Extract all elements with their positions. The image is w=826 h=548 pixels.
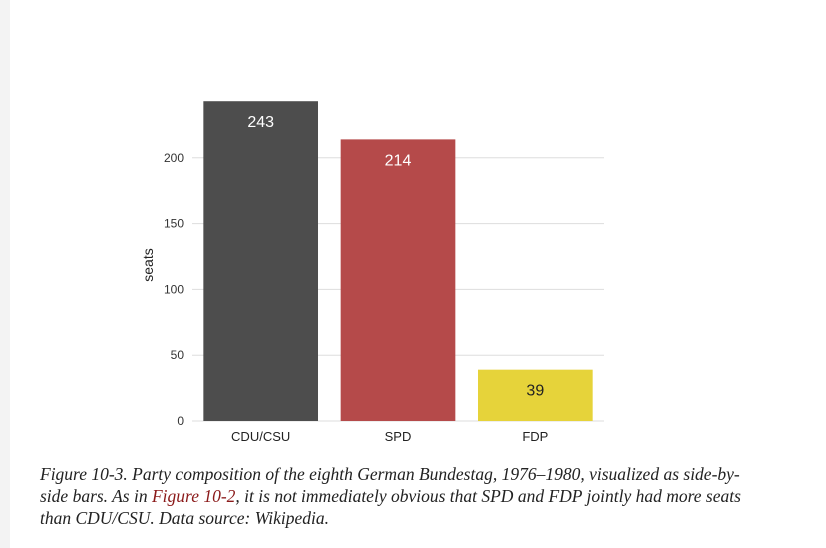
y-axis-ticks: 0 50 100 150 200 bbox=[164, 151, 184, 428]
y-tick-label: 50 bbox=[171, 348, 185, 362]
y-tick-label: 0 bbox=[177, 414, 184, 428]
bar-value-label: 214 bbox=[385, 152, 412, 169]
figure-caption: Figure 10-3. Party composition of the ei… bbox=[40, 463, 760, 529]
bar-cducsu bbox=[203, 101, 319, 421]
y-tick-label: 200 bbox=[164, 151, 184, 165]
y-tick-label: 100 bbox=[164, 282, 184, 296]
caption-text-1: Figure 10-3. Party composition of the ei… bbox=[40, 464, 740, 506]
x-axis-labels: CDU/CSU SPD FDP bbox=[231, 429, 548, 444]
bar-chart: 0 50 100 150 200 243 214 39 CDU/CSU SPD FDP seat… bbox=[140, 101, 604, 444]
x-category-label: SPD bbox=[385, 429, 412, 444]
bar-spd bbox=[340, 139, 456, 421]
x-category-label: FDP bbox=[522, 429, 548, 444]
bar-fdp bbox=[477, 369, 593, 421]
bars: 243 214 39 bbox=[203, 101, 593, 421]
figure-link[interactable]: Figure 10-2 bbox=[151, 486, 236, 506]
bar-value-label: 39 bbox=[526, 383, 544, 400]
y-axis-title: seats bbox=[140, 248, 156, 281]
page-margin-strip bbox=[0, 0, 10, 548]
x-category-label: CDU/CSU bbox=[231, 429, 290, 444]
bar-value-label: 243 bbox=[247, 114, 274, 131]
y-tick-label: 150 bbox=[164, 217, 184, 231]
caption-text-2: , it is not immediately obvious that SPD… bbox=[40, 486, 741, 528]
